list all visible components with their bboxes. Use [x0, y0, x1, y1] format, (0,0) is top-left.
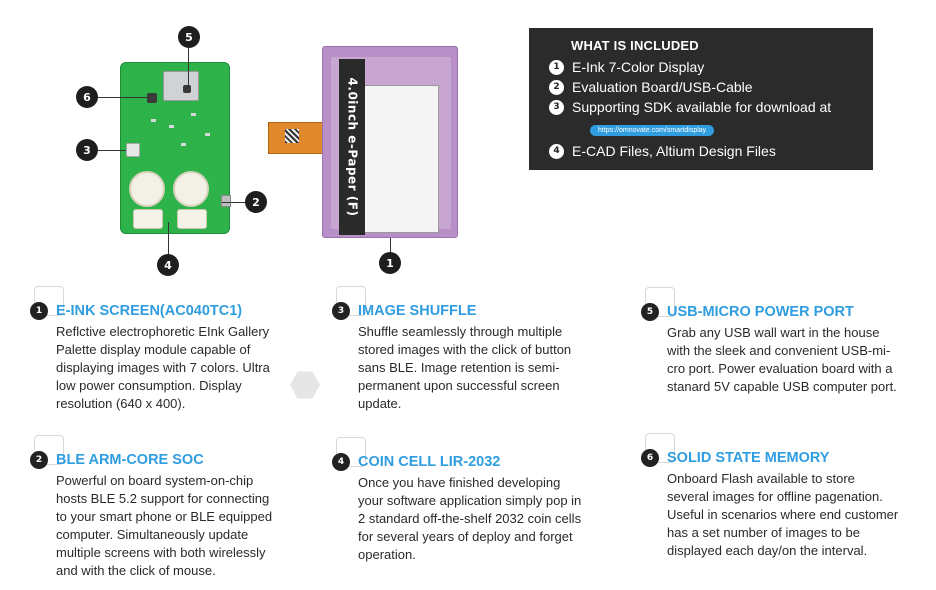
number-badge: 5	[641, 303, 659, 321]
feature-description: Onboard Flash available to store several…	[667, 471, 899, 558]
chip-outline-icon	[34, 435, 64, 465]
callout-2: 2	[245, 191, 267, 213]
included-title: WHAT IS INCLUDED	[571, 38, 699, 53]
evaluation-board-image	[120, 62, 231, 234]
battery-outline-icon	[336, 437, 366, 467]
qr-code-icon	[285, 129, 299, 143]
number-badge: 2	[30, 451, 48, 469]
feature-description: Reflctive electrophoretic EInk Gallery P…	[56, 324, 270, 411]
included-item-text: E-CAD Files, Altium Design Files	[572, 143, 776, 159]
callout-6: 6	[76, 86, 98, 108]
feature-title: E-INK SCREEN(AC040TC1)	[56, 303, 243, 319]
number-badge: 4	[549, 143, 564, 159]
button-outline-icon	[336, 286, 366, 316]
usb-port	[221, 195, 231, 207]
included-panel: WHAT IS INCLUDED 1 E-Ink 7-Color Display…	[529, 28, 873, 170]
board-illustration: 5 6 3 2 4	[0, 0, 300, 290]
included-item-text: Supporting SDK available for download at	[572, 99, 832, 115]
number-badge: 6	[641, 449, 659, 467]
memory-outline-icon	[645, 433, 675, 463]
number-badge: 1	[30, 302, 48, 320]
feature-title: IMAGE SHUFFLE	[358, 303, 477, 319]
sdk-download-link[interactable]: https://omnovate.com/smartdisplay	[590, 125, 715, 136]
included-item: 3 Supporting SDK available for download …	[549, 97, 859, 117]
callout-3: 3	[76, 139, 98, 161]
included-item: 2 Evaluation Board/USB-Cable	[549, 77, 859, 97]
feature-description: Once you have finished developing your s…	[358, 475, 582, 562]
usb-outline-icon	[645, 287, 675, 317]
number-badge: 3	[332, 302, 350, 320]
feature-title: COIN CELL LIR-2032	[358, 454, 501, 470]
feature-eink-screen: 1 E-INK SCREEN(AC040TC1) Reflctive elect…	[30, 286, 300, 413]
feature-image-shuffle: 3 IMAGE SHUFFLE Shuffle seamlessly throu…	[332, 286, 602, 413]
feature-title: SOLID STATE MEMORY	[667, 450, 830, 466]
feature-description: Shuffle seamlessly through multiple stor…	[358, 324, 572, 411]
coin-cell-holder	[129, 171, 165, 207]
feature-usb-port: 5 USB-MICRO POWER PORT Grab any USB wall…	[641, 287, 911, 396]
callout-4: 4	[157, 254, 179, 276]
number-badge: 4	[332, 453, 350, 471]
epaper-display-image: 4.0inch e-Paper (F)	[322, 46, 458, 238]
hexagon-decoration	[290, 371, 320, 399]
fpc-cable-image	[268, 122, 324, 154]
included-item-text: E-Ink 7-Color Display	[572, 59, 705, 75]
callout-5: 5	[178, 26, 200, 48]
feature-description: Powerful on board system-on-chip hosts B…	[56, 473, 273, 578]
screen-outline-icon	[34, 286, 64, 316]
feature-description: Grab any USB wall wart in the house with…	[667, 325, 897, 394]
feature-title: BLE ARM-CORE SOC	[56, 452, 204, 468]
callout-1: 1	[379, 252, 401, 274]
coin-cell-holder	[173, 171, 209, 207]
number-badge: 2	[549, 79, 564, 95]
epaper-label: 4.0inch e-Paper (F)	[345, 77, 359, 217]
included-item: 4 E-CAD Files, Altium Design Files	[549, 141, 859, 161]
number-badge: 1	[549, 59, 564, 75]
feature-coin-cell: 4 COIN CELL LIR-2032 Once you have finis…	[332, 437, 602, 564]
included-item: 1 E-Ink 7-Color Display	[549, 57, 859, 77]
feature-ble-soc: 2 BLE ARM-CORE SOC Powerful on board sys…	[30, 435, 300, 580]
included-item-text: Evaluation Board/USB-Cable	[572, 79, 753, 95]
feature-solid-state-memory: 6 SOLID STATE MEMORY Onboard Flash avail…	[641, 433, 911, 560]
number-badge: 3	[549, 99, 564, 115]
feature-title: USB-MICRO POWER PORT	[667, 304, 854, 320]
